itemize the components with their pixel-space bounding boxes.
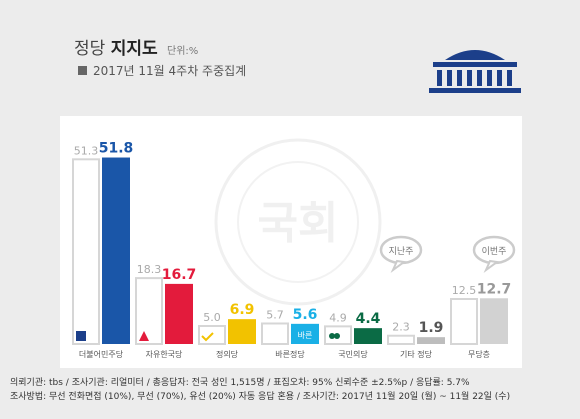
category-label: 국민의당 (338, 349, 368, 359)
title-main: 지지도 (110, 39, 158, 59)
category-label: 무당층 (468, 349, 490, 359)
subtitle-text: 2017년 11월 4주차 주중집계 (93, 64, 247, 78)
value-label-current: 1.9 (419, 320, 444, 336)
bar-current-week (291, 323, 319, 344)
value-label-current: 6.9 (230, 302, 255, 318)
value-label-previous: 51.3 (74, 144, 99, 157)
bar-current-week (417, 337, 445, 344)
peoples-party-logo-icon (334, 333, 340, 339)
peoples-party-logo-icon (329, 333, 335, 339)
footer-line-1: 의뢰기관: tbs / 조사기관: 리얼미터 / 총응답자: 전국 성인 1,5… (10, 378, 470, 388)
category-label: 바른정당 (275, 349, 305, 359)
callout-tail (483, 259, 500, 274)
bar-current-week (354, 328, 382, 344)
bar-current-week (228, 319, 256, 344)
value-label-previous: 5.7 (266, 308, 284, 321)
callout-label: 이번주 (482, 246, 507, 257)
survey-footer: 의뢰기관: tbs / 조사기관: 리얼미터 / 총응답자: 전국 성인 1,5… (10, 376, 570, 404)
value-label-current: 51.8 (99, 141, 134, 157)
category-label: 자유한국당 (146, 349, 183, 359)
value-label-current: 4.4 (356, 311, 381, 327)
bar-previous-week (135, 277, 163, 345)
category-label: 정의당 (216, 349, 239, 359)
title-prefix: 정당 (74, 39, 106, 59)
liberty-korea-party-logo-icon (139, 331, 149, 341)
callout-tail (390, 259, 407, 274)
democratic-party-logo-icon (76, 331, 86, 341)
watermark: 국회 (214, 138, 382, 306)
unit-label: 단위:% (167, 46, 199, 57)
bar-current-week (480, 298, 508, 344)
bar-previous-week (72, 158, 100, 345)
value-label-previous: 18.3 (137, 263, 162, 276)
footer-line-2: 조사방법: 무선 전화면접 (10%), 무선 (70%), 유선 (20%) … (10, 392, 511, 402)
value-label-previous: 2.3 (392, 321, 410, 334)
justice-party-logo-icon (201, 332, 214, 342)
bareun-party-logo-icon: 바른 (298, 330, 313, 340)
value-label-current: 12.7 (477, 281, 512, 297)
bar-previous-week (387, 334, 415, 346)
callout-label: 지난주 (389, 246, 414, 257)
watermark-text: 국회 (258, 198, 339, 249)
bar-current-week (165, 283, 193, 344)
value-label-previous: 4.9 (329, 311, 347, 324)
value-label-previous: 12.5 (452, 284, 477, 297)
bar-previous-week (450, 298, 478, 345)
value-label-previous: 5.0 (203, 311, 221, 324)
bar-current-week (102, 157, 130, 344)
category-label: 기타 정당 (400, 349, 433, 359)
category-label: 더불어민주당 (79, 349, 124, 359)
chart-subtitle: 2017년 11월 4주차 주중집계 (78, 62, 246, 79)
value-label-current: 16.7 (162, 267, 197, 283)
bar-previous-week (261, 322, 289, 346)
national-assembly-logo-icon (429, 50, 521, 93)
chart-title: 정당 지지도 단위:% (74, 34, 198, 59)
value-label-current: 5.6 (293, 307, 318, 323)
bullet-square-icon (78, 66, 87, 75)
